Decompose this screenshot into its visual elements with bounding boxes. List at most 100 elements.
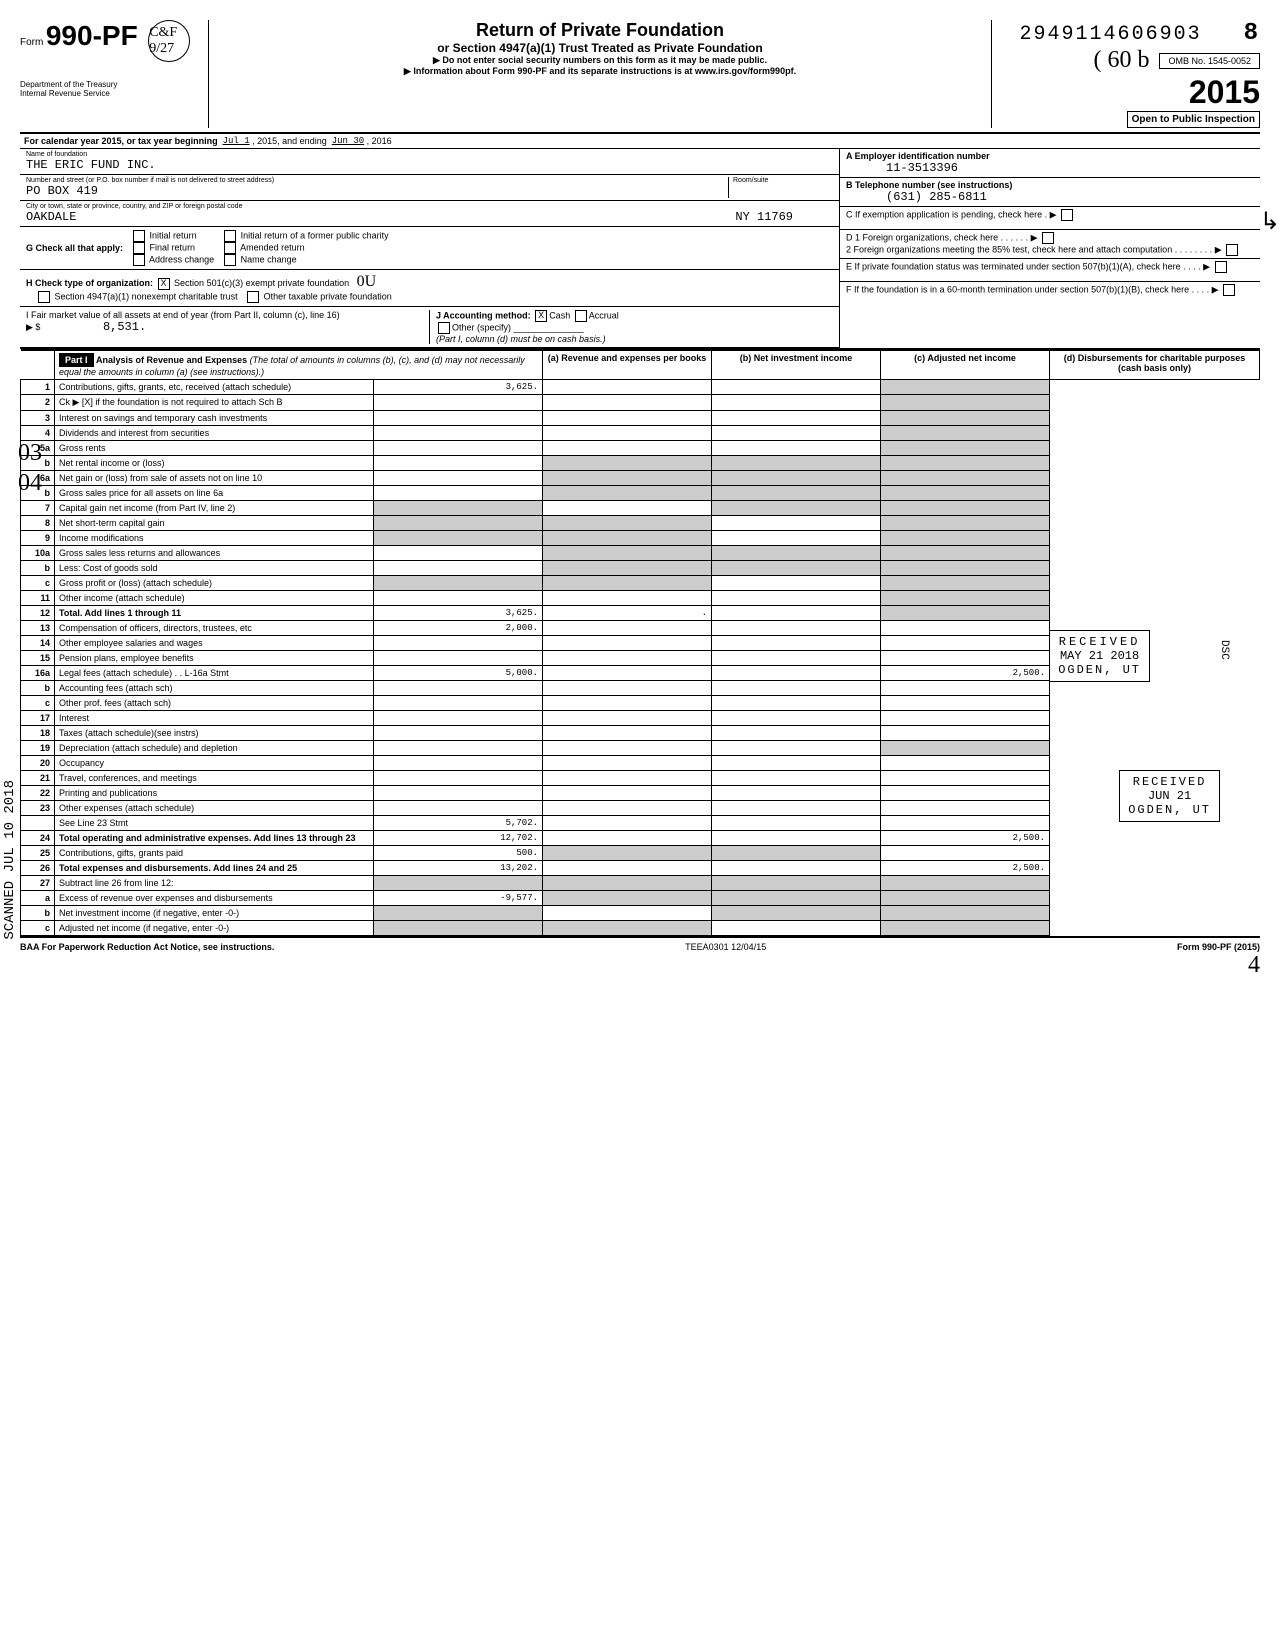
amount-cell-a: 12,702. (374, 831, 543, 846)
line-desc: Gross sales less returns and allowances (55, 546, 374, 561)
amount-cell-b (543, 636, 712, 651)
table-row: cOther prof. fees (attach sch) (21, 696, 1260, 711)
line-desc: Other employee salaries and wages (55, 636, 374, 651)
line-desc: Contributions, gifts, grants, etc, recei… (55, 380, 374, 395)
line-number: 10a (21, 546, 55, 561)
g-address-change-checkbox[interactable] (133, 254, 145, 266)
j-accrual-checkbox[interactable] (575, 310, 587, 322)
form-year-box: 2949114606903 8 ( 60 b OMB No. 1545-0052… (991, 20, 1260, 128)
g-initial-return-checkbox[interactable] (133, 230, 145, 242)
amount-cell-a: 3,625. (374, 606, 543, 621)
g-label: G Check all that apply: (26, 243, 123, 253)
line-desc: Interest on savings and temporary cash i… (55, 411, 374, 426)
col-d-header: (d) Disbursements for charitable purpose… (1050, 350, 1260, 380)
tax-period-row: For calendar year 2015, or tax year begi… (20, 134, 1260, 149)
line-number: b (21, 681, 55, 696)
table-row: 8Net short-term capital gain (21, 516, 1260, 531)
amount-cell-c (712, 486, 881, 501)
c-label: C If exemption application is pending, c… (846, 209, 1057, 219)
j-cash-checkbox[interactable]: X (535, 310, 547, 322)
amount-cell-d (881, 756, 1050, 771)
j-other: Other (specify) (452, 322, 511, 332)
line-desc: Net gain or (loss) from sale of assets n… (55, 471, 374, 486)
amount-cell-b (543, 831, 712, 846)
amount-cell-c (712, 380, 881, 395)
amount-cell-d (881, 846, 1050, 861)
d1-checkbox[interactable] (1042, 232, 1054, 244)
line-number: b (21, 561, 55, 576)
amount-cell-c (712, 591, 881, 606)
table-row: bNet investment income (if negative, ent… (21, 906, 1260, 921)
line-desc: See Line 23 Stmt (55, 816, 374, 831)
h-other-checkbox[interactable] (247, 291, 259, 303)
c-checkbox[interactable] (1061, 209, 1073, 221)
table-row: 22Printing and publications (21, 786, 1260, 801)
name-label: Name of foundation (26, 151, 833, 158)
j-other-checkbox[interactable] (438, 322, 450, 334)
table-row: aExcess of revenue over expenses and dis… (21, 891, 1260, 906)
g-opt-0: Initial return (150, 230, 197, 240)
amount-cell-d (881, 426, 1050, 441)
city: OAKDALE (26, 210, 76, 224)
part1-title: Analysis of Revenue and Expenses (96, 355, 247, 365)
hand-4: 4 (20, 952, 1260, 979)
amount-cell-b (543, 456, 712, 471)
footer-left: BAA For Paperwork Reduction Act Notice, … (20, 942, 274, 952)
g-opt-3: Initial return of a former public charit… (241, 230, 389, 240)
amount-cell-c (712, 786, 881, 801)
amount-cell-c (712, 921, 881, 936)
g-name-change-checkbox[interactable] (224, 254, 236, 266)
amount-cell-d (881, 561, 1050, 576)
h-4947-checkbox[interactable] (38, 291, 50, 303)
g-amended-return-checkbox[interactable] (224, 242, 236, 254)
line-desc: Total. Add lines 1 through 11 (55, 606, 374, 621)
amount-cell-b (543, 891, 712, 906)
line-desc: Ck ▶ [X] if the foundation is not requir… (55, 395, 374, 411)
line-number: a (21, 891, 55, 906)
i-label: I Fair market value of all assets at end… (26, 310, 340, 320)
amount-cell-a (374, 531, 543, 546)
table-row: 21Travel, conferences, and meetings (21, 771, 1260, 786)
amount-cell-a (374, 726, 543, 741)
j-accrual: Accrual (589, 310, 619, 320)
f-checkbox[interactable] (1223, 284, 1235, 296)
stamp2-date: JUN 21 (1128, 789, 1211, 803)
line-desc: Travel, conferences, and meetings (55, 771, 374, 786)
e-checkbox[interactable] (1215, 261, 1227, 273)
h-opt2: Section 4947(a)(1) nonexempt charitable … (55, 291, 238, 301)
amount-cell-a (374, 471, 543, 486)
j-label: J Accounting method: (436, 310, 531, 320)
i-prefix: ▶ $ (26, 322, 40, 332)
amount-cell-d (881, 501, 1050, 516)
amount-cell-c (712, 711, 881, 726)
amount-cell-d (881, 786, 1050, 801)
line-number: b (21, 906, 55, 921)
amount-cell-a: 5,702. (374, 816, 543, 831)
line-number: 7 (21, 501, 55, 516)
amount-cell-a (374, 395, 543, 411)
d2-checkbox[interactable] (1226, 244, 1238, 256)
table-row: 10aGross sales less returns and allowanc… (21, 546, 1260, 561)
amount-cell-a (374, 756, 543, 771)
amount-cell-c (712, 471, 881, 486)
amount-cell-d (881, 816, 1050, 831)
amount-cell-b (543, 756, 712, 771)
g-former-charity-checkbox[interactable] (224, 230, 236, 242)
amount-cell-c (712, 771, 881, 786)
table-row: 25Contributions, gifts, grants paid500. (21, 846, 1260, 861)
h-501c3-checkbox[interactable]: X (158, 278, 170, 290)
amount-cell-b (543, 846, 712, 861)
amount-cell-a (374, 681, 543, 696)
amount-cell-c (712, 741, 881, 756)
hand-mark-c: ↳ (1260, 207, 1280, 236)
amount-cell-a (374, 561, 543, 576)
amount-cell-c (712, 726, 881, 741)
amount-cell-c (712, 696, 881, 711)
line-desc: Subtract line 26 from line 12: (55, 876, 374, 891)
g-final-return-checkbox[interactable] (133, 242, 145, 254)
amount-cell-a (374, 636, 543, 651)
amount-cell-d (881, 395, 1050, 411)
dsc-stamp: DSC (1218, 640, 1230, 660)
amount-cell-b (543, 501, 712, 516)
public-inspection: Open to Public Inspection (1127, 111, 1260, 128)
